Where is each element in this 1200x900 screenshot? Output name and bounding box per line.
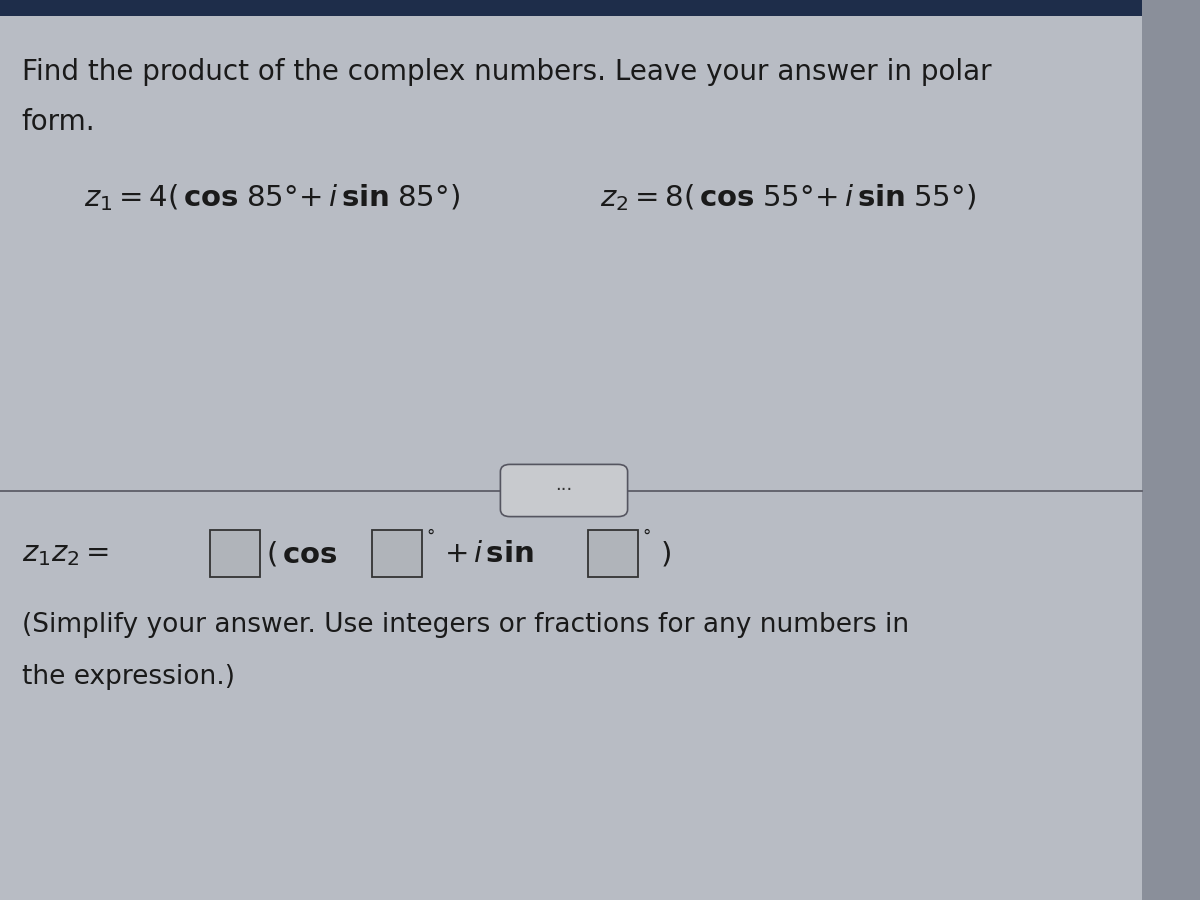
Bar xyxy=(210,530,260,577)
Bar xyxy=(372,530,422,577)
Text: the expression.): the expression.) xyxy=(22,664,235,689)
Text: °: ° xyxy=(642,528,650,546)
Text: form.: form. xyxy=(22,108,95,136)
Text: $)$: $)$ xyxy=(660,539,671,568)
Text: $z_2 = 8(\,\mathbf{cos}\;55°\!+i\,\mathbf{sin}\;55°)$: $z_2 = 8(\,\mathbf{cos}\;55°\!+i\,\mathb… xyxy=(600,183,976,213)
Bar xyxy=(0,0,1142,16)
Text: Find the product of the complex numbers. Leave your answer in polar: Find the product of the complex numbers.… xyxy=(22,58,991,86)
Text: $z_1 z_2 =$: $z_1 z_2 =$ xyxy=(22,539,109,568)
Text: $(\,\mathbf{cos}$: $(\,\mathbf{cos}$ xyxy=(266,539,337,568)
Text: °: ° xyxy=(426,528,434,546)
Text: $z_1 = 4(\,\mathbf{cos}\;85°\!+i\,\mathbf{sin}\;85°)$: $z_1 = 4(\,\mathbf{cos}\;85°\!+i\,\mathb… xyxy=(84,183,460,213)
Text: ···: ··· xyxy=(556,482,572,500)
FancyBboxPatch shape xyxy=(500,464,628,517)
Bar xyxy=(588,530,638,577)
Text: $+\,i\,\mathbf{sin}$: $+\,i\,\mathbf{sin}$ xyxy=(444,539,534,568)
Text: (Simplify your answer. Use integers or fractions for any numbers in: (Simplify your answer. Use integers or f… xyxy=(22,613,908,638)
Bar xyxy=(1142,0,1200,900)
